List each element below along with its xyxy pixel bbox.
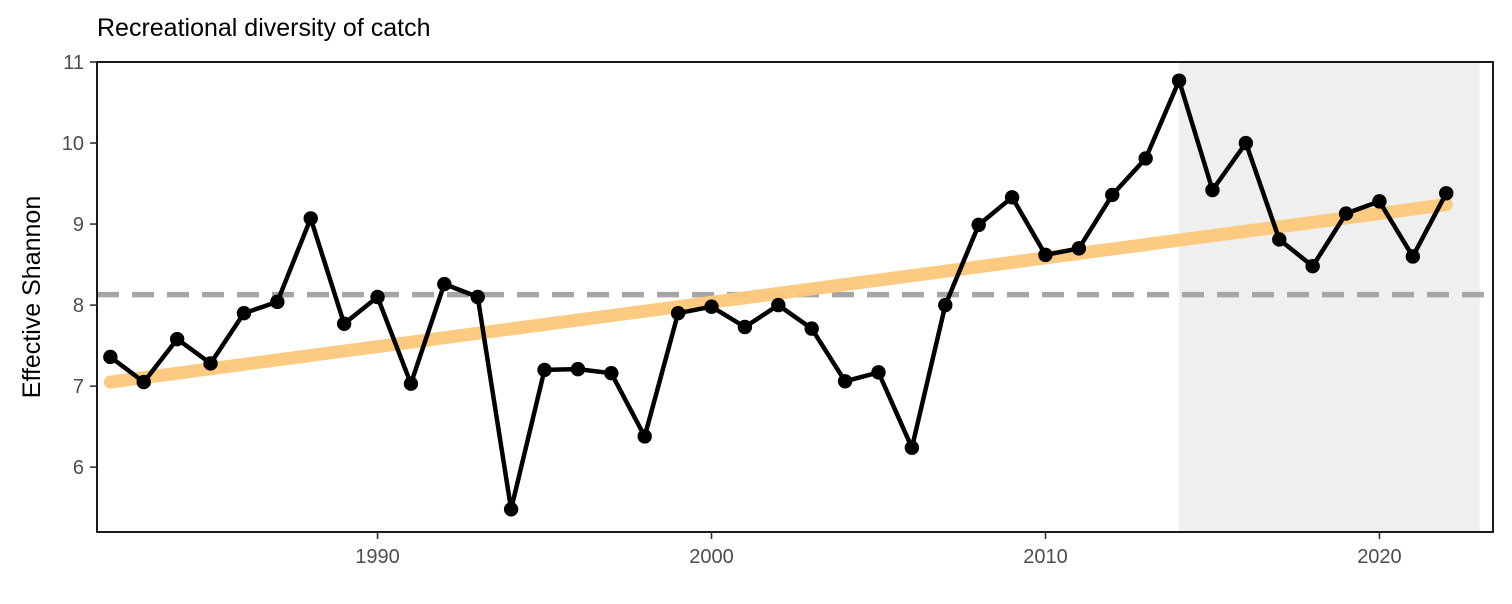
data-point	[537, 362, 552, 378]
data-point	[437, 276, 452, 292]
data-point	[1439, 186, 1454, 201]
y-tick-label: 8	[73, 295, 84, 317]
data-point	[904, 440, 920, 455]
data-point	[403, 376, 419, 391]
y-tick-label: 11	[63, 52, 84, 74]
data-point	[1272, 232, 1287, 247]
chart-title: Recreational diversity of catch	[97, 14, 430, 42]
data-point	[570, 361, 586, 377]
trend-line	[103, 198, 1453, 389]
data-point	[1238, 135, 1254, 151]
data-point	[103, 349, 118, 365]
x-tick-label: 2000	[689, 546, 734, 568]
data-point	[938, 297, 953, 313]
y-axis-title: Effective Shannon	[18, 196, 46, 398]
data-point	[871, 365, 886, 380]
data-point	[670, 306, 686, 321]
y-tick-label: 10	[62, 133, 84, 155]
data-point	[136, 374, 151, 390]
data-point	[169, 331, 185, 347]
data-point	[303, 211, 318, 226]
data-point	[1372, 194, 1387, 209]
data-point	[1138, 151, 1153, 166]
data-point	[236, 306, 252, 321]
y-tick-label: 6	[73, 457, 84, 479]
data-point	[1038, 247, 1053, 263]
data-point	[971, 217, 986, 233]
plot-panel-border	[96, 61, 1494, 533]
data-point	[1071, 241, 1087, 256]
data-point	[1405, 249, 1421, 264]
data-point	[370, 289, 385, 305]
data-point	[336, 316, 352, 331]
y-tick-label: 7	[73, 376, 84, 398]
y-tick-label: 9	[73, 214, 84, 236]
data-point	[1004, 190, 1020, 205]
data-point	[1205, 182, 1220, 198]
data-point	[804, 321, 819, 336]
data-point	[203, 356, 218, 371]
x-tick-label: 1990	[355, 546, 400, 568]
data-point	[1171, 73, 1187, 88]
data-point	[637, 429, 652, 444]
x-tick-label: 2010	[1023, 546, 1068, 568]
data-point	[1338, 206, 1354, 221]
x-tick-label: 2020	[1357, 546, 1402, 568]
data-point	[604, 365, 619, 381]
data-point	[771, 297, 786, 313]
data-point	[1105, 187, 1120, 203]
data-point	[737, 319, 753, 335]
data-point	[503, 502, 519, 517]
data-point	[1305, 259, 1320, 274]
data-point	[837, 374, 853, 389]
data-point	[470, 289, 485, 305]
data-point	[704, 299, 719, 314]
data-point	[270, 294, 285, 310]
